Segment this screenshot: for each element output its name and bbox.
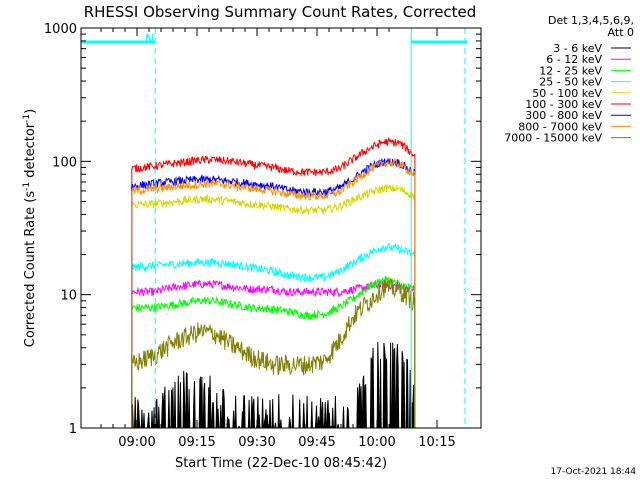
x-tick-label: 09:45 — [298, 435, 335, 450]
legend-label: 100 - 300 keV — [525, 98, 602, 111]
x-tick-label: 10:00 — [358, 435, 395, 450]
series-line-3 — [131, 275, 416, 321]
series-line-1 — [131, 342, 415, 428]
y-tick-label: 1000 — [44, 22, 77, 37]
legend-label: 3 - 6 keV — [553, 42, 602, 55]
axes: 09:00 09:15 09:30 09:45 10:00 10:15 1 10 100 1000 — [44, 22, 482, 450]
series-line-6 — [131, 136, 416, 178]
annotation-n: N — [145, 33, 155, 48]
night-markers — [81, 28, 467, 428]
x-tick-label: 10:15 — [418, 435, 455, 450]
x-tick-label: 09:30 — [238, 435, 275, 450]
legend-label: 6 - 12 keV — [546, 53, 602, 66]
legend-label: 50 - 100 keV — [532, 87, 602, 100]
legend-header-line-1: Det 1,3,4,5,6,9, — [548, 14, 634, 27]
legend-header-line-2: Att 0 — [608, 26, 634, 39]
y-tick-label: 10 — [60, 289, 77, 304]
chart-title: RHESSI Observing Summary Count Rates, Co… — [84, 3, 477, 21]
y-tick-label: 1 — [69, 422, 77, 437]
generation-timestamp: 17-Oct-2021 18:44 — [551, 467, 637, 477]
series-line-4 — [131, 243, 416, 283]
y-tick-label: 100 — [52, 155, 77, 170]
x-axis-label: Start Time (22-Dec-10 08:45:42) — [175, 456, 387, 471]
legend-label: 7000 - 15000 keV — [504, 132, 602, 145]
series-line-9 — [131, 276, 416, 376]
legend-label: 800 - 7000 keV — [518, 120, 602, 133]
series-layer — [131, 136, 416, 428]
y-axis-label: Corrected Count Rate (s-1 detector-1) — [22, 109, 38, 347]
series-line-5 — [131, 183, 416, 215]
legend-label: 300 - 800 keV — [525, 109, 602, 122]
legend-label: 12 - 25 keV — [539, 64, 602, 77]
legend-label: 25 - 50 keV — [539, 76, 602, 89]
x-tick-label: 09:15 — [178, 435, 215, 450]
series-line-8 — [131, 158, 416, 201]
series-line-2 — [131, 279, 416, 298]
x-tick-label: 09:00 — [118, 435, 155, 450]
